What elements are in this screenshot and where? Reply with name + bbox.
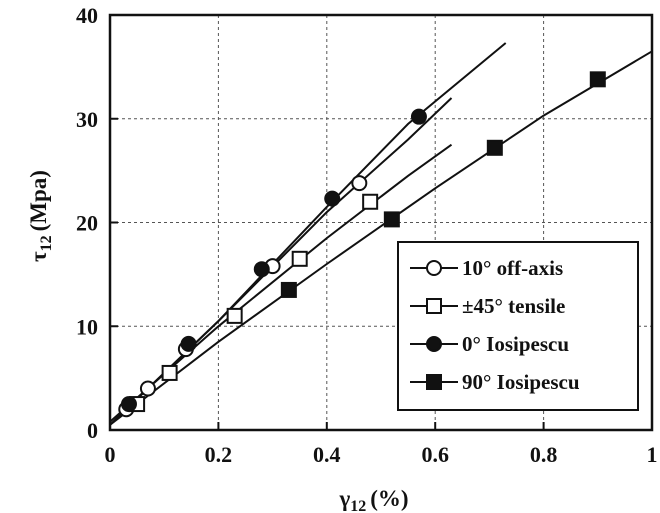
- data-point: [324, 190, 341, 207]
- x-tick-label: 0.8: [530, 442, 558, 467]
- y-tick-label: 40: [76, 3, 98, 28]
- legend-marker: [426, 336, 442, 352]
- legend-label: 0° Iosipescu: [462, 332, 569, 356]
- legend-label: 90° Iosipescu: [462, 370, 580, 394]
- x-tick-label: 1: [647, 442, 658, 467]
- y-tick-label: 20: [76, 211, 98, 236]
- x-axis-label: γ12 (%): [338, 486, 408, 513]
- data-point: [226, 307, 243, 324]
- legend: 10° off-axis ±45° tensile 0° Iosipescu 90° …: [397, 241, 639, 411]
- legend-label: ±45° tensile: [462, 294, 565, 318]
- data-point: [280, 281, 297, 298]
- y-axis-label: τ12(Mpa): [26, 170, 55, 262]
- legend-marker: [426, 260, 442, 276]
- data-point: [291, 250, 308, 267]
- legend-label: 10° off-axis: [462, 256, 563, 280]
- data-point: [139, 380, 156, 397]
- data-point: [120, 396, 137, 413]
- data-point: [351, 175, 368, 192]
- y-tick-label: 30: [76, 107, 98, 132]
- x-tick-label: 0.6: [421, 442, 449, 467]
- data-point: [486, 139, 503, 156]
- x-tick-label: 0: [105, 442, 116, 467]
- data-point: [253, 261, 270, 278]
- y-tick-label: 10: [76, 314, 98, 339]
- data-point: [383, 211, 400, 228]
- legend-marker: [426, 374, 442, 390]
- data-point: [180, 335, 197, 352]
- data-point: [589, 71, 606, 88]
- fit-line: [109, 143, 453, 423]
- x-tick-label: 0.4: [313, 442, 341, 467]
- y-tick-label: 0: [87, 418, 98, 443]
- legend-marker: [426, 298, 442, 314]
- data-point: [410, 108, 427, 125]
- data-markers: [118, 71, 606, 418]
- data-point: [362, 193, 379, 210]
- data-point: [161, 364, 178, 381]
- x-tick-label: 0.2: [205, 442, 233, 467]
- fit-line: [109, 50, 653, 426]
